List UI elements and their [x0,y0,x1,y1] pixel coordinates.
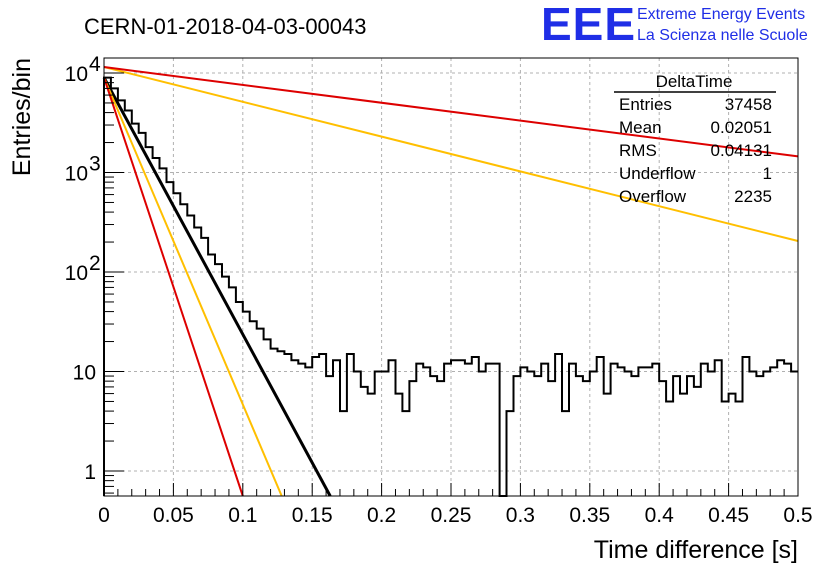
eee-logo-mark: EEE [541,0,636,50]
fit-curve [102,76,332,497]
fit-curves [102,66,799,497]
stats-row-label: Overflow [619,187,687,206]
stats-row-value: 37458 [725,95,772,114]
y-tick-exponent: 3 [89,153,101,176]
x-tick-label: 0.4 [645,504,675,527]
y-tick-label: 10 [73,362,96,385]
y-tick-exponent: 2 [89,252,101,275]
fit-curve [103,77,244,497]
x-tick-label: 0.05 [153,504,194,527]
eee-logo-line2: La Scienza nelle Scuole [637,27,808,44]
fit-curve [103,77,283,497]
stats-row-label: RMS [619,141,657,160]
grid [104,58,798,496]
x-tick-label: 0.15 [292,504,333,527]
y-tick-exponent: 4 [89,53,101,76]
eee-logo-line1: Extreme Energy Events [637,6,805,23]
stats-row-label: Underflow [619,164,696,183]
stats-row-value: 0.02051 [711,118,772,137]
stats-box: DeltaTime Entries 37458 Mean 0.02051 RMS 0.04… [614,72,776,206]
stats-box-rows: Entries 37458 Mean 0.02051 RMS 0.04131 Underfl… [619,95,772,206]
histogram [103,76,798,497]
y-axis-label: Entries/bin [8,58,36,176]
x-axis-label: Time difference [s] [594,536,798,564]
fit-curve [103,66,799,242]
y-tick-label: 10 [65,163,88,186]
x-tick-label: 0.35 [569,504,610,527]
histogram-outline [103,76,798,497]
y-tick-label: 10 [65,262,88,285]
fit-curve [103,66,799,158]
y-tick-label: 1 [84,461,96,484]
x-tick-label: 0.45 [708,504,749,527]
stats-row-label: Entries [619,95,672,114]
stats-row-value: 2235 [734,187,772,206]
x-tick-label: 0.5 [783,504,812,527]
stats-box-name: DeltaTime [656,72,733,91]
stats-row-value: 0.04131 [711,141,772,160]
x-tick-label: 0 [98,504,110,527]
x-axis: 0 0.05 0.1 0.15 0.2 0.25 0.3 0.35 0.4 0.45 0.5 [98,483,813,527]
x-tick-label: 0.3 [506,504,535,527]
x-tick-label: 0.25 [431,504,472,527]
y-tick-label: 10 [65,63,88,86]
x-tick-label: 0.1 [228,504,257,527]
chart-title: CERN-01-2018-04-03-00043 [84,14,367,39]
x-tick-label: 0.2 [367,504,396,527]
eee-logo: EEE Extreme Energy Events La Scienza nel… [541,0,808,50]
stats-row-value: 1 [763,164,772,183]
stats-row-label: Mean [619,118,662,137]
